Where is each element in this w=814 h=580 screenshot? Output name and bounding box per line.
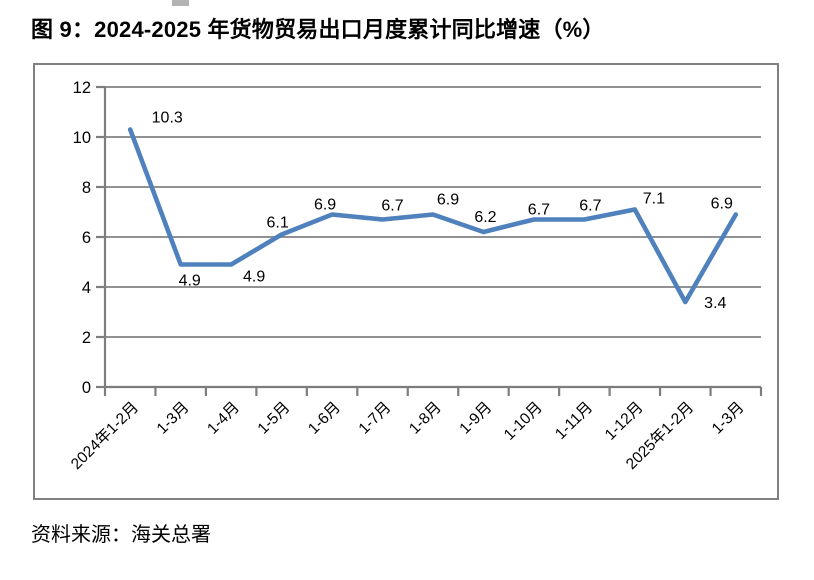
data-label: 6.1	[266, 215, 288, 232]
data-label: 6.7	[579, 198, 601, 215]
x-tick-label: 1-3月	[709, 399, 748, 438]
data-label: 6.9	[437, 192, 459, 209]
x-tick-label: 1-11月	[552, 399, 596, 443]
y-tick-label: 8	[82, 179, 91, 197]
x-tick-label: 1-3月	[154, 399, 193, 438]
x-tick-label: 1-10月	[501, 399, 546, 444]
data-label: 4.9	[243, 269, 265, 286]
y-tick-label: 4	[82, 279, 91, 297]
y-tick-label: 6	[82, 229, 91, 247]
y-tick-label: 0	[82, 379, 91, 397]
data-label: 6.9	[314, 197, 336, 214]
x-tick-label: 1-7月	[356, 399, 395, 438]
figure-title: 图 9：2024-2025 年货物贸易出口月度累计同比增速（%）	[31, 17, 605, 42]
y-tick-label: 2	[82, 329, 91, 347]
export-growth-line-chart: 0 2 4 6 8 10 12 2024年1-2月 1-3月 1-4月 1-5月 1-6月 1-7月 1-…	[67, 79, 763, 473]
source-note: 资料来源：海关总署	[31, 524, 211, 546]
data-label: 3.4	[704, 295, 726, 312]
data-label: 6.9	[711, 196, 733, 213]
x-tick-label: 2024年1-2月	[67, 398, 142, 473]
x-tick-label: 1-4月	[204, 399, 243, 438]
x-tick-label: 1-6月	[305, 399, 344, 438]
x-tick-label: 1-8月	[406, 399, 445, 438]
data-label: 6.7	[528, 202, 550, 219]
data-label: 10.3	[152, 110, 183, 127]
x-tick-label: 1-5月	[255, 399, 294, 438]
data-label: 4.9	[179, 273, 201, 290]
x-tick-label: 1-12月	[602, 399, 647, 444]
x-tick-label: 1-9月	[456, 399, 495, 438]
screen-edge-artifact	[172, 0, 189, 6]
y-tick-label: 12	[73, 79, 91, 97]
data-label: 6.2	[474, 209, 496, 226]
data-label: 6.7	[381, 198, 403, 215]
chart-container: 0 2 4 6 8 10 12 2024年1-2月 1-3月 1-4月 1-5月 1-6月 1-7月 1-…	[33, 63, 779, 500]
y-tick-label: 10	[73, 129, 91, 147]
data-line	[127, 127, 739, 305]
data-label: 7.1	[643, 191, 665, 208]
